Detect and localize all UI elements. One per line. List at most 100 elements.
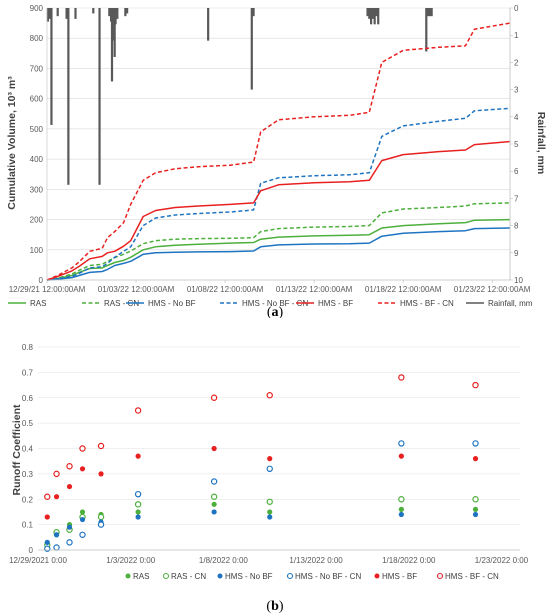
y-axis-label: Cumulative Volume, 10³ m³: [6, 76, 18, 210]
point-hms-bf-cn: [44, 493, 51, 500]
legend-label-hms-no-bf-cn: HMS - No BF - CN: [242, 299, 308, 308]
rainfall-bar: [50, 8, 53, 125]
x-tick-label: 1/8/2022 0:00: [199, 556, 248, 565]
legend-label-hms-no-bf: HMS - No BF: [148, 299, 196, 308]
y2-axis-label: Rainfall, mm: [535, 112, 547, 174]
y2-tick-label: 7: [514, 194, 519, 203]
y-tick-label: 900: [30, 4, 44, 13]
y-tick-label: 0.1: [22, 521, 34, 530]
x-tick-label: 01/23/22 12:00:00AM: [454, 285, 531, 294]
legend: RAS RAS - CN HMS - No BF HMS - No BF - CN HM…: [8, 299, 533, 308]
grid-lines: [38, 346, 520, 525]
point-hms-bf: [98, 471, 104, 477]
series-line-hms-no-bf-cn: [46, 107, 511, 281]
legend-label-ras-cn: RAS - CN: [104, 299, 139, 308]
rainfall-bar: [377, 8, 380, 25]
rainfall-bar: [46, 8, 49, 22]
point-hms-no-bf-cn: [97, 521, 105, 528]
y2-tick-label: 6: [514, 167, 519, 176]
rainfall-bar: [124, 8, 127, 17]
rainfall-bar: [113, 8, 116, 57]
rainfall-bar: [366, 8, 369, 17]
legend-marker-ras-cn: [162, 572, 170, 580]
legend-marker-ras: [125, 573, 131, 579]
y-tick-label: 0.4: [22, 445, 34, 454]
rainfall-bar: [126, 8, 129, 14]
rainfall-bar: [430, 8, 433, 17]
point-hms-no-bf: [472, 511, 479, 518]
point-hms-no-bf: [398, 511, 404, 518]
point-ras-cn: [472, 496, 479, 503]
y-tick-label: 500: [30, 125, 44, 134]
point-hms-bf: [135, 453, 141, 459]
point-ras-cn: [398, 496, 405, 503]
series-line-hms-bf-cn: [46, 22, 511, 281]
point-hms-no-bf: [44, 539, 50, 545]
point-hms-no-bf-cn: [66, 539, 73, 546]
legend-label-rainfall-mm: Rainfall, mm: [488, 299, 533, 308]
rainfall-bar: [368, 8, 371, 19]
legend-label-ras: RAS: [30, 299, 46, 308]
rainfall-bar: [375, 8, 378, 17]
point-hms-no-bf: [267, 514, 273, 520]
y-tick-label: 800: [30, 34, 44, 43]
x-tick-label: 12/29/21 12:00:00AM: [9, 285, 86, 294]
x-tick-label: 01/08/22 12:00:00AM: [187, 285, 264, 294]
panel-label-b: (b): [266, 599, 283, 614]
point-hms-bf: [472, 456, 479, 462]
rainfall-bar: [370, 8, 373, 25]
rainfall-bar: [112, 8, 115, 41]
series-line-ras-cn: [46, 202, 511, 281]
axes: [46, 7, 513, 283]
point-hms-no-bf-cn: [44, 545, 51, 552]
rainfall-bar: [114, 8, 117, 25]
point-ras: [398, 506, 404, 512]
y-tick-label: 0.8: [22, 343, 34, 352]
rainfall-bar: [108, 8, 111, 17]
legend-label-hms-no-bf-cn: HMS - No BF - CN: [295, 572, 361, 581]
y-tick-label: 0.7: [22, 368, 34, 377]
rainfall-bar: [67, 8, 70, 185]
point-hms-no-bf: [66, 524, 73, 530]
point-hms-no-bf: [135, 514, 141, 520]
point-hms-no-bf-cn: [79, 531, 86, 538]
series-line-hms-bf: [46, 140, 511, 281]
rainfall-bar: [65, 8, 68, 19]
point-hms-bf-cn: [134, 407, 142, 414]
point-hms-bf-cn: [210, 394, 218, 401]
y-tick-label: 0: [29, 546, 34, 555]
point-hms-bf: [66, 483, 73, 490]
rainfall-bar: [207, 8, 210, 41]
y-tick-label: 0.2: [22, 495, 34, 504]
rainfall-bar: [48, 8, 51, 19]
legend-label-ras-cn: RAS - CN: [171, 572, 206, 581]
point-hms-no-bf-cn: [210, 478, 218, 485]
rainfall-bar: [425, 8, 428, 52]
rainfall-bar: [56, 8, 59, 17]
y-tick-label: 700: [30, 64, 44, 73]
rainfall-bar: [252, 8, 255, 17]
point-hms-bf-cn: [66, 463, 73, 470]
y2-tick-label: 5: [514, 140, 519, 149]
point-hms-no-bf: [211, 509, 217, 515]
point-ras: [211, 501, 217, 507]
point-hms-no-bf-cn: [134, 490, 142, 498]
point-hms-no-bf: [79, 516, 86, 523]
point-ras-cn: [210, 493, 218, 500]
legend-label-hms-bf-cn: HMS - BF - CN: [400, 299, 454, 308]
point-hms-no-bf: [53, 532, 60, 538]
point-ras: [472, 506, 479, 512]
legend-label-hms-no-bf: HMS - No BF: [225, 572, 273, 581]
point-hms-bf-cn: [398, 374, 405, 381]
point-hms-bf-cn: [97, 442, 105, 450]
rainfall-bar: [250, 8, 253, 90]
point-hms-no-bf-cn: [398, 440, 405, 447]
x-tick-label: 12/29/2021 0:00: [9, 556, 67, 565]
rainfall-bar: [98, 8, 101, 185]
point-hms-bf: [267, 456, 273, 462]
y2-tick-label: 9: [514, 249, 519, 258]
point-hms-bf-cn: [79, 445, 86, 452]
series-line-hms-no-bf: [46, 227, 511, 281]
legend-label-hms-bf: HMS - BF: [382, 572, 417, 581]
rainfall-bar: [426, 8, 430, 17]
